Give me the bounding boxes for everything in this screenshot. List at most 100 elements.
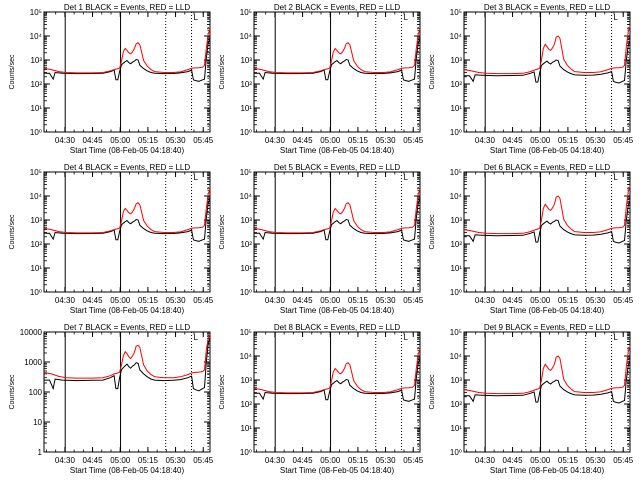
y-tick-label: 100 [29, 388, 43, 397]
chart-panel-2: 10⁰ 10¹ 10² 10³ 10⁴ 10⁵ 04:30 04:45 05:00 05:15 05… [219, 3, 424, 155]
x-tick-label: 05:00 [320, 136, 341, 145]
legend-marker: L [194, 13, 199, 22]
y-tick-label: 1 [38, 448, 43, 457]
x-tick-label: 05:30 [586, 136, 607, 145]
y-tick-label: 10² [30, 80, 42, 89]
y-tick-label: 10² [450, 240, 462, 249]
panel-title: Det 2 BLACK = Events, RED = LLD [274, 3, 401, 12]
x-tick-label: 05:00 [110, 296, 131, 305]
plot-frame [43, 11, 211, 133]
panel-title: Det 6 BLACK = Events, RED = LLD [484, 163, 611, 172]
y-tick-label: 10⁴ [240, 352, 253, 361]
series-line-lld [253, 188, 421, 234]
x-tick-label: 04:45 [293, 456, 314, 465]
y-axis-label: Counts/sec [429, 214, 436, 250]
x-tick-label: 04:45 [83, 456, 104, 465]
series-line-events [254, 358, 421, 402]
x-tick-label: 04:45 [293, 136, 314, 145]
series-line-lld [43, 333, 211, 379]
legend-marker: L [614, 13, 619, 22]
x-axis-label: Start Time (08-Feb-05 04:18:40) [490, 466, 605, 475]
series-line-events [44, 38, 211, 82]
series-line-lld [463, 186, 631, 235]
y-tick-label: 10⁴ [450, 32, 463, 41]
x-tick-label: 05:45 [613, 136, 634, 145]
x-tick-label: 05:00 [110, 136, 131, 145]
x-tick-label: 05:45 [193, 136, 214, 145]
y-tick-label: 10⁴ [30, 192, 43, 201]
chart-panel-3: 10⁰ 10¹ 10² 10³ 10⁴ 10⁵ 04:30 04:45 05:00 05:15 05… [429, 3, 634, 155]
y-tick-label: 10⁰ [450, 128, 462, 137]
y-tick-label: 10⁰ [30, 288, 42, 297]
chart-panel-6: 10⁰ 10¹ 10² 10³ 10⁴ 10⁵ 04:30 04:45 05:00 05:15 05… [429, 163, 634, 315]
series-line-events [254, 198, 421, 242]
y-tick-label: 1000 [24, 358, 42, 367]
y-axis-label: Counts/sec [219, 54, 226, 90]
series-line-events [464, 201, 631, 244]
series-line-lld [43, 28, 211, 74]
series-line-lld [253, 348, 421, 394]
y-tick-label: 10¹ [450, 104, 462, 113]
x-tick-label: 05:45 [613, 296, 634, 305]
y-tick-label: 10³ [450, 376, 462, 385]
plot-frame [253, 171, 421, 293]
chart-panel-9: 10⁰ 10¹ 10² 10³ 10⁴ 10⁵ 04:30 04:45 05:00 05:15 05… [429, 323, 634, 475]
x-tick-label: 05:30 [376, 136, 397, 145]
x-tick-label: 05:00 [320, 456, 341, 465]
y-axis-label: Counts/sec [9, 54, 16, 90]
y-tick-label: 10² [240, 240, 252, 249]
panel-title: Det 3 BLACK = Events, RED = LLD [484, 3, 611, 12]
legend-marker: L [194, 173, 199, 182]
x-tick-label: 05:30 [376, 296, 397, 305]
x-tick-label: 04:45 [293, 296, 314, 305]
x-axis-label: Start Time (08-Feb-05 04:18:40) [490, 146, 605, 155]
y-tick-label: 10⁰ [30, 128, 42, 137]
x-tick-label: 05:15 [138, 296, 159, 305]
x-tick-label: 04:30 [55, 296, 76, 305]
x-axis-label: Start Time (08-Feb-05 04:18:40) [70, 466, 185, 475]
x-tick-label: 05:30 [166, 456, 187, 465]
plot-frame [253, 331, 421, 453]
panel-title: Det 5 BLACK = Events, RED = LLD [274, 163, 401, 172]
y-tick-label: 10⁵ [240, 168, 252, 177]
y-tick-label: 10¹ [240, 264, 252, 273]
chart-panel-8: 10⁰ 10¹ 10² 10³ 10⁴ 10⁵ 04:30 04:45 05:00 05:15 05… [219, 323, 424, 475]
x-tick-label: 05:30 [166, 136, 187, 145]
chart-panel-5: 10⁰ 10¹ 10² 10³ 10⁴ 10⁵ 04:30 04:45 05:00 05:15 05… [219, 163, 424, 315]
series-line-lld [463, 26, 631, 75]
y-tick-label: 10⁰ [240, 448, 252, 457]
x-tick-label: 05:15 [558, 296, 579, 305]
x-tick-label: 05:15 [558, 456, 579, 465]
x-axis-label: Start Time (08-Feb-05 04:18:40) [280, 466, 395, 475]
x-tick-label: 04:30 [265, 456, 286, 465]
y-tick-label: 10² [450, 80, 462, 89]
legend-marker: L [404, 13, 409, 22]
plot-frame [463, 171, 631, 293]
y-tick-label: 10¹ [30, 264, 42, 273]
panel-title: Det 9 BLACK = Events, RED = LLD [484, 323, 611, 332]
x-tick-label: 05:30 [166, 296, 187, 305]
y-tick-label: 10³ [240, 56, 252, 65]
plot-frame [253, 11, 421, 133]
x-tick-label: 05:30 [586, 296, 607, 305]
series-line-events [254, 38, 421, 82]
y-axis-label: Counts/sec [219, 214, 226, 250]
plot-frame [463, 331, 631, 453]
y-tick-label: 10⁴ [30, 32, 43, 41]
y-tick-label: 10⁵ [30, 168, 42, 177]
series-line-events [464, 41, 631, 84]
plot-frame [463, 11, 631, 133]
x-tick-label: 05:15 [138, 136, 159, 145]
x-tick-label: 05:15 [138, 456, 159, 465]
y-tick-label: 10⁰ [450, 288, 462, 297]
y-tick-label: 10⁵ [450, 8, 462, 17]
y-tick-label: 10⁵ [240, 328, 252, 337]
x-tick-label: 05:30 [376, 456, 397, 465]
x-tick-label: 05:00 [530, 456, 551, 465]
x-tick-label: 04:45 [503, 136, 524, 145]
x-tick-label: 05:15 [348, 136, 369, 145]
legend-marker: L [614, 173, 619, 182]
series-line-lld [463, 346, 631, 395]
x-tick-label: 05:45 [193, 296, 214, 305]
x-tick-label: 05:45 [403, 136, 424, 145]
